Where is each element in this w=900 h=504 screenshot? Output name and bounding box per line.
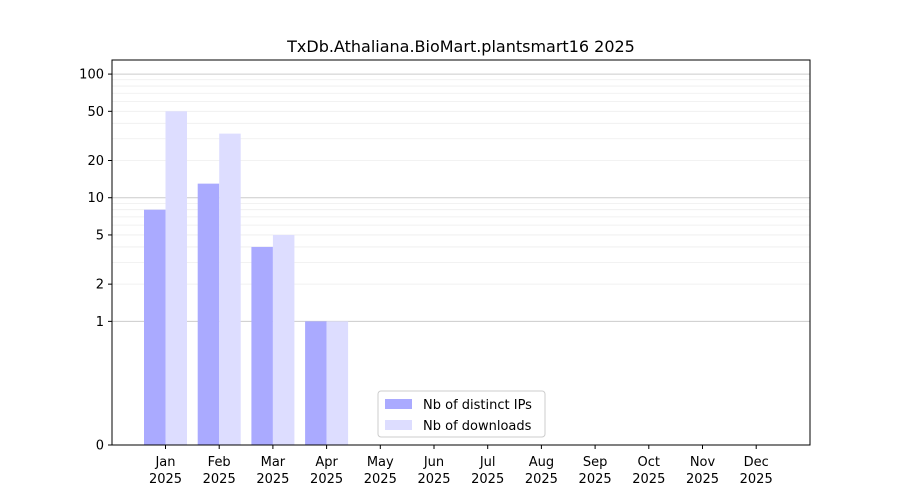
x-tick-label-month: Feb — [208, 455, 231, 470]
x-tick-label-month: Mar — [261, 455, 286, 470]
x-tick-label-year: 2025 — [310, 472, 343, 487]
y-tick-label: 5 — [96, 228, 104, 243]
bar-distinct-ips — [144, 209, 166, 445]
x-tick-label-month: Aug — [529, 455, 554, 470]
x-tick-label-year: 2025 — [364, 472, 397, 487]
x-tick-label-year: 2025 — [579, 472, 612, 487]
bar-downloads — [165, 111, 187, 445]
x-tick-label-month: Jan — [154, 455, 175, 470]
x-tick-label-month: Dec — [744, 455, 769, 470]
y-tick-label: 50 — [87, 105, 104, 120]
x-tick-label-month: Sep — [583, 455, 608, 470]
bar-downloads — [326, 321, 349, 445]
y-tick-label: 2 — [96, 278, 104, 293]
y-tick-label: 100 — [79, 68, 104, 83]
x-tick-label-month: Apr — [315, 455, 338, 470]
x-tick-label-year: 2025 — [686, 472, 719, 487]
legend: Nb of distinct IPs Nb of downloads — [377, 390, 546, 438]
plot-frame — [111, 59, 811, 446]
bar-distinct-ips — [251, 246, 273, 445]
y-axis: 0 1 2 5 10 20 50 100 — [79, 68, 112, 454]
y-tick-label: 10 — [87, 191, 104, 206]
x-tick-label-year: 2025 — [471, 472, 504, 487]
x-tick-label-month: Oct — [638, 455, 660, 470]
x-tick-label-year: 2025 — [632, 472, 665, 487]
legend-swatch — [385, 420, 412, 430]
chart-title: TxDb.Athaliana.BioMart.plantsmart16 2025 — [286, 37, 635, 56]
x-tick-label-year: 2025 — [525, 472, 558, 487]
y-tick-label: 20 — [87, 154, 104, 169]
legend-label: Nb of downloads — [423, 419, 532, 434]
x-tick-label-year: 2025 — [256, 472, 289, 487]
x-axis: Jan 2025 Feb 2025 Mar 2025 Apr 2025 May 2025 Jun 20… — [149, 445, 773, 487]
legend-box — [377, 390, 546, 438]
legend-label: Nb of distinct IPs — [423, 398, 532, 413]
x-tick-label-month: May — [367, 455, 394, 470]
x-tick-label-month: Nov — [690, 455, 716, 470]
y-tick-label: 1 — [96, 315, 104, 330]
bar-downloads — [272, 234, 295, 445]
x-tick-label-month: Jun — [423, 455, 444, 470]
x-tick-label-year: 2025 — [417, 472, 450, 487]
bars-layer — [144, 111, 349, 445]
x-tick-label-year: 2025 — [149, 472, 182, 487]
bar-downloads — [219, 133, 241, 445]
x-tick-label-year: 2025 — [740, 472, 773, 487]
y-tick-label: 0 — [96, 439, 104, 454]
legend-swatch — [385, 399, 412, 409]
bar-distinct-ips — [197, 183, 220, 445]
bar-distinct-ips — [305, 321, 327, 445]
x-tick-label-month: Jul — [479, 455, 496, 470]
x-tick-label-year: 2025 — [203, 472, 236, 487]
